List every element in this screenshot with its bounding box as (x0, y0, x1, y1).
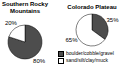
html-text:sand/silt/clay/muck: sand/silt/clay/muck (66, 57, 108, 63)
svg-text:35%: 35% (106, 17, 112, 23)
html-text:Southern Rocky Mountains: Southern Rocky Mountains (2, 1, 48, 14)
html-text:boulder/cobble/gravel: boulder/cobble/gravel (66, 50, 114, 56)
svg-text:65%: 65% (65, 37, 78, 43)
svg-text:20%: 20% (8, 20, 18, 26)
html-text:Colorado Plateau: Colorado Plateau (67, 4, 117, 10)
svg-text:80%: 80% (33, 58, 46, 64)
